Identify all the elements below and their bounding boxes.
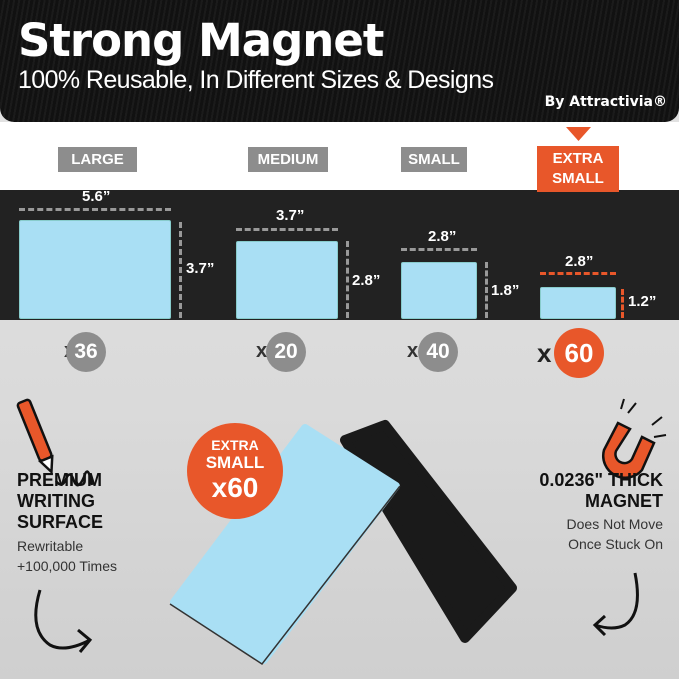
badge-line: EXTRA xyxy=(211,437,259,453)
dimension-line xyxy=(179,222,182,318)
extra-small-badge: EXTRA SMALL x60 xyxy=(187,423,283,519)
dimension-line xyxy=(540,272,616,275)
xs-height: 1.2” xyxy=(628,293,657,310)
dimension-line xyxy=(346,241,349,318)
title-line: WRITING xyxy=(17,491,95,511)
blue-writing-surface xyxy=(170,424,400,664)
pointer-triangle-icon xyxy=(566,127,591,141)
small-width: 2.8” xyxy=(428,228,457,245)
label-line: SMALL xyxy=(552,170,604,187)
medium-height: 2.8” xyxy=(352,272,381,289)
small-height: 1.8” xyxy=(491,282,520,299)
count-small: 40 xyxy=(418,332,458,372)
label-large: LARGE xyxy=(58,147,137,172)
title-line: PREMIUM xyxy=(17,470,102,490)
sub-line: Once Stuck On xyxy=(568,536,663,552)
xs-width: 2.8” xyxy=(565,253,594,270)
header-banner xyxy=(0,0,679,122)
sub-line: Rewritable xyxy=(17,538,84,554)
pen-icon xyxy=(16,398,94,487)
medium-width: 3.7” xyxy=(276,207,305,224)
curved-arrow-icon xyxy=(34,589,93,653)
sub-line: +100,000 Times xyxy=(17,558,118,574)
product-magnets-illustration xyxy=(169,420,517,666)
dimension-line xyxy=(401,248,477,251)
curved-arrow-icon xyxy=(592,572,639,637)
title-line: MAGNET xyxy=(585,491,663,511)
title-line: 0.0236" THICK xyxy=(539,470,663,490)
sub-line: Does Not Move xyxy=(566,516,663,532)
count-medium: 20 xyxy=(266,332,306,372)
badge-line: x60 xyxy=(211,472,259,503)
magnet-extra-small xyxy=(540,287,616,319)
magnet-icon xyxy=(602,398,667,479)
large-width: 5.6” xyxy=(82,188,111,205)
count-prefix: x xyxy=(407,340,419,362)
label-line: EXTRA xyxy=(552,150,604,167)
brand: By Attractivia® xyxy=(544,94,667,110)
title-line: SURFACE xyxy=(17,512,104,532)
left-feature-title: PREMIUM WRITING SURFACE xyxy=(17,470,103,533)
subtitle: 100% Reusable, In Different Sizes & Desi… xyxy=(18,66,494,94)
dimension-line xyxy=(485,262,488,318)
count-large: 36 xyxy=(66,332,106,372)
blue-card-edge xyxy=(169,485,401,666)
left-feature-sub: Rewritable +100,000 Times xyxy=(17,536,117,576)
right-feature-sub: Does Not Move Once Stuck On xyxy=(567,514,663,554)
badge-line: SMALL xyxy=(205,453,265,472)
title: Strong Magnet xyxy=(18,14,384,67)
black-magnet-back xyxy=(340,420,517,643)
count-prefix: x xyxy=(537,338,552,368)
magnet-medium xyxy=(236,241,338,319)
label-medium: MEDIUM xyxy=(248,147,328,172)
label-extra-small: EXTRA SMALL xyxy=(537,146,619,192)
magnet-large xyxy=(19,220,171,319)
magnet-small xyxy=(401,262,477,319)
count-extra-small: 60 xyxy=(554,328,604,378)
count-prefix: x xyxy=(256,340,268,362)
dimension-line xyxy=(236,228,338,231)
dimension-line xyxy=(621,289,624,318)
large-height: 3.7” xyxy=(186,260,215,277)
right-feature-title: 0.0236" THICK MAGNET xyxy=(539,470,663,512)
label-small: SMALL xyxy=(401,147,467,172)
dimension-line xyxy=(19,208,171,211)
